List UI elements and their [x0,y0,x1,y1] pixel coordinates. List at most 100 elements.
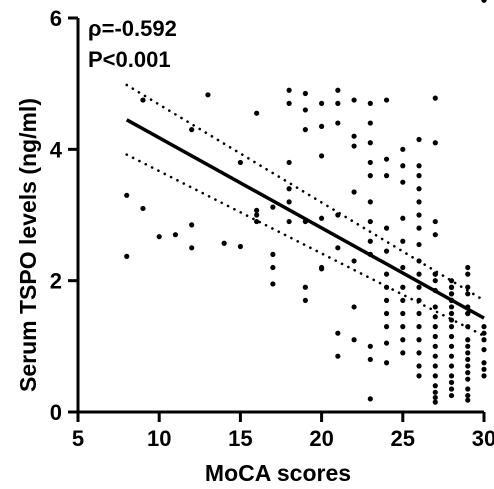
data-point [286,159,292,166]
data-point [335,330,341,336]
data-point [383,297,390,303]
data-point [286,199,292,205]
data-point [481,360,487,366]
data-point [432,333,438,340]
data-point [416,186,422,192]
data-point [383,340,390,346]
data-point [367,140,373,146]
data-point [416,271,422,277]
regression-line [125,118,485,320]
data-point [465,291,471,297]
data-point [302,284,308,290]
data-point [254,207,260,214]
data-point [351,133,357,139]
data-point [400,179,406,185]
data-point [465,356,471,363]
p-value-annotation: P<0.001 [88,47,171,72]
data-point [351,304,357,310]
data-point [367,356,373,363]
data-point [465,337,471,343]
data-point [335,87,341,93]
y-tick-label: 0 [50,400,62,425]
data-point [383,248,390,254]
data-point [367,396,373,402]
data-point [351,258,357,264]
data-point [351,97,357,103]
data-point [448,297,455,303]
data-point [448,333,455,340]
data-point [367,238,373,244]
data-point [432,287,438,294]
data-point [140,205,146,212]
data-point [400,238,406,244]
x-tick-label: 15 [228,426,252,451]
data-point [367,100,373,106]
data-point [319,153,325,159]
data-point [416,350,422,356]
y-tick-label: 2 [50,269,62,294]
data-point [302,90,308,97]
data-point [319,215,325,221]
data-point [481,347,487,353]
data-point [124,192,130,198]
data-point [335,100,341,106]
data-point [432,343,438,349]
data-point [465,363,471,369]
data-point [432,353,438,359]
data-point [432,232,438,238]
data-point [383,310,390,317]
data-point [367,173,373,179]
confidence-band-upper [125,83,486,302]
data-point [465,304,471,310]
data-point [416,310,422,317]
data-point [237,243,243,250]
data-point [448,278,455,284]
data-point [416,136,422,143]
data-point [400,350,406,356]
data-point [416,258,422,264]
data-point [400,310,406,317]
data-point [432,218,438,225]
x-axis-title: MoCA scores [205,460,351,486]
data-point [432,383,438,389]
data-point [432,278,438,284]
y-axis-title: Serum TSPO levels (ng/ml) [15,98,41,392]
data-point [416,173,422,179]
data-point [383,284,390,290]
data-point [189,127,195,133]
data-point [416,373,422,379]
data-point [319,123,325,129]
data-point [416,199,422,205]
data-point [140,97,146,103]
data-point [481,330,487,336]
data-point [465,310,471,317]
data-point [319,100,325,106]
y-tick-label: 4 [50,137,63,162]
data-point [400,297,406,303]
x-tick-label: 25 [391,426,415,451]
data-point [254,110,260,116]
x-tick-label: 5 [72,426,84,451]
data-point [465,271,471,277]
data-point [156,234,162,240]
data-point [286,186,292,192]
data-point [302,107,308,113]
data-point [481,366,487,372]
data-point [351,143,357,149]
data-point [416,363,422,369]
data-point [465,284,471,290]
data-point [481,337,487,343]
data-point [400,146,406,152]
data-point [448,317,455,323]
data-point [465,386,471,392]
x-tick-label: 20 [309,426,333,451]
data-point [465,343,471,349]
data-point [432,373,438,379]
data-point [367,199,373,205]
data-point [286,100,292,106]
data-point [432,314,438,320]
data-point [416,241,422,248]
data-point [448,343,455,349]
data-point [124,253,130,259]
